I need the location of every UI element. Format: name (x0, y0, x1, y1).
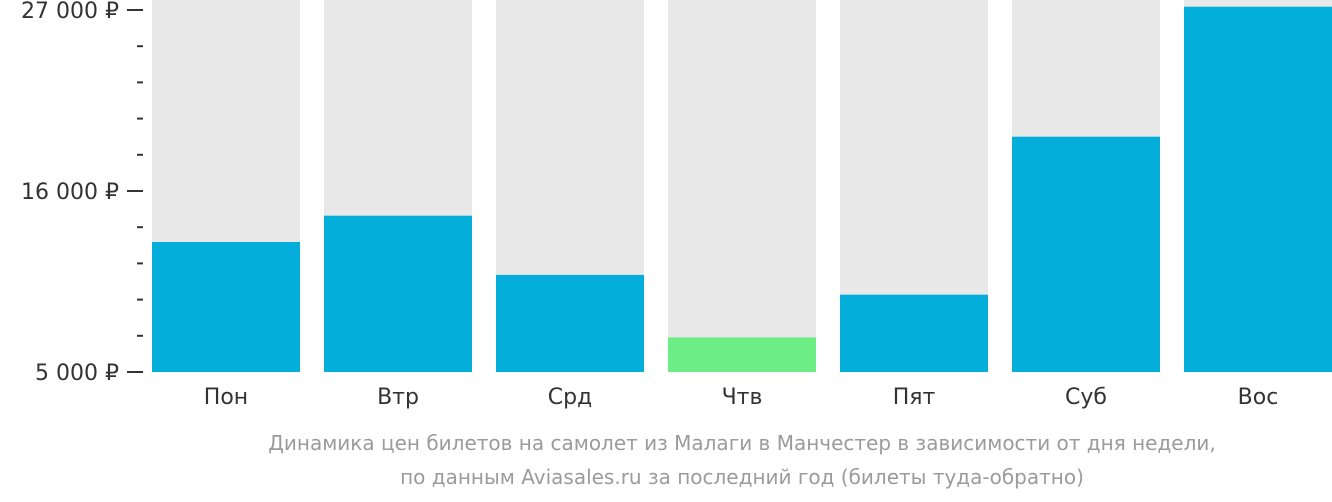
price-bar (840, 294, 988, 372)
value-bars (152, 6, 1332, 373)
price-bar (324, 215, 472, 372)
x-axis-labels: Пон Втр Срд Чтв Пят Суб Вос (204, 385, 1279, 410)
x-tick-label: Срд (548, 385, 593, 410)
y-tick-label: 16 000 ₽ (21, 180, 119, 205)
background-bar (668, 0, 816, 372)
y-tick-label: 27 000 ₽ (21, 0, 119, 24)
y-axis: 27 000 ₽ 16 000 ₽ 5 000 ₽ (21, 0, 143, 386)
x-tick-label: Втр (377, 385, 419, 410)
price-bar (496, 274, 644, 372)
price-bar (1184, 6, 1332, 373)
x-tick-label: Вос (1238, 385, 1279, 410)
x-tick-label: Суб (1065, 385, 1107, 410)
price-bar (668, 337, 816, 372)
y-tick-label: 5 000 ₽ (35, 361, 119, 386)
caption-line-2: по данным Aviasales.ru за последний год … (400, 465, 1084, 489)
x-tick-label: Чтв (722, 385, 763, 410)
price-bar (1012, 136, 1160, 372)
price-bar (152, 242, 300, 372)
x-tick-label: Пят (893, 385, 936, 410)
caption-line-1: Динамика цен билетов на самолет из Малаг… (268, 431, 1216, 455)
chart-caption: Динамика цен билетов на самолет из Малаг… (0, 426, 1332, 494)
x-tick-label: Пон (204, 385, 248, 410)
